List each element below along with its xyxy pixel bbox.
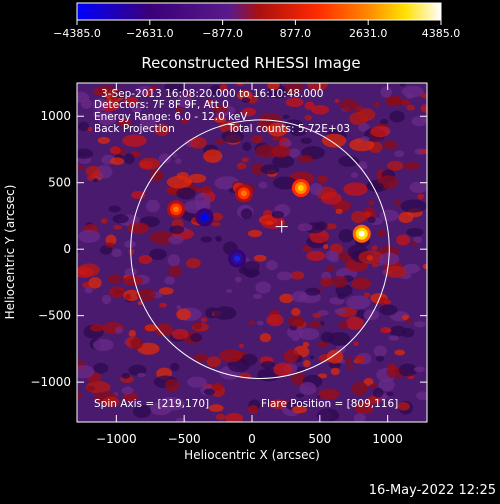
annotation-detectors: Detectors: 7F 8F 9F, Att 0 bbox=[94, 99, 229, 111]
y-tick-label: 1000 bbox=[40, 109, 71, 123]
source-core bbox=[201, 214, 208, 221]
y-axis: 1000 500 0 −500 −1000 bbox=[30, 109, 427, 389]
heatmap-image bbox=[77, 83, 427, 422]
x-axis-label: Heliocentric X (arcsec) bbox=[184, 448, 320, 462]
y-tick-label: −500 bbox=[38, 309, 71, 323]
source-core bbox=[240, 190, 247, 197]
annotation-spin-axis: Spin Axis = [219,170] bbox=[94, 398, 209, 410]
colorbar-tick-label: −877.0 bbox=[202, 27, 243, 40]
x-axis: −1000 −500 0 500 1000 bbox=[96, 83, 403, 446]
colorbar-tick-label: 4385.0 bbox=[422, 27, 461, 40]
colorbar-tick-label: 2631.0 bbox=[349, 27, 388, 40]
annotation-time-range: 3-Sep-2013 16:08:20.000 to 16:10:48.000 bbox=[101, 88, 323, 100]
source-core bbox=[234, 255, 241, 262]
colorbar-ticks: −4385.0 −2631.0 −877.0 877.0 2631.0 4385.0 bbox=[53, 20, 460, 40]
source-core bbox=[297, 185, 304, 192]
solar-limb-circle bbox=[130, 119, 390, 379]
footer-timestamp: 16-May-2022 12:25 bbox=[369, 483, 496, 498]
y-tick-label: 0 bbox=[63, 242, 71, 256]
spin-axis-marker bbox=[275, 220, 288, 233]
colorbar-tick-label: −4385.0 bbox=[53, 27, 101, 40]
y-axis-label: Heliocentric Y (arcsec) bbox=[3, 185, 17, 320]
annotation-flare-position: Flare Position = [809,116] bbox=[261, 398, 398, 410]
x-tick-label: −500 bbox=[168, 432, 201, 446]
colorbar-tick-label: 877.0 bbox=[280, 27, 312, 40]
y-tick-label: 500 bbox=[48, 176, 71, 190]
x-tick-label: 0 bbox=[248, 432, 256, 446]
annotation-method: Back Projection bbox=[94, 123, 175, 135]
source-core bbox=[173, 206, 180, 213]
x-tick-label: 1000 bbox=[372, 432, 403, 446]
y-tick-label: −1000 bbox=[30, 375, 71, 389]
x-tick-label: 500 bbox=[308, 432, 331, 446]
colorbar-tick-label: −2631.0 bbox=[126, 27, 174, 40]
source-core bbox=[358, 230, 365, 237]
x-tick-label: −1000 bbox=[96, 432, 137, 446]
chart-title: Reconstructed RHESSI Image bbox=[141, 54, 360, 72]
annotation-counts: Total counts: 5.72E+03 bbox=[227, 123, 350, 135]
colorbar bbox=[76, 2, 442, 21]
annotation-energy: Energy Range: 6.0 - 12.0 keV bbox=[94, 111, 248, 123]
